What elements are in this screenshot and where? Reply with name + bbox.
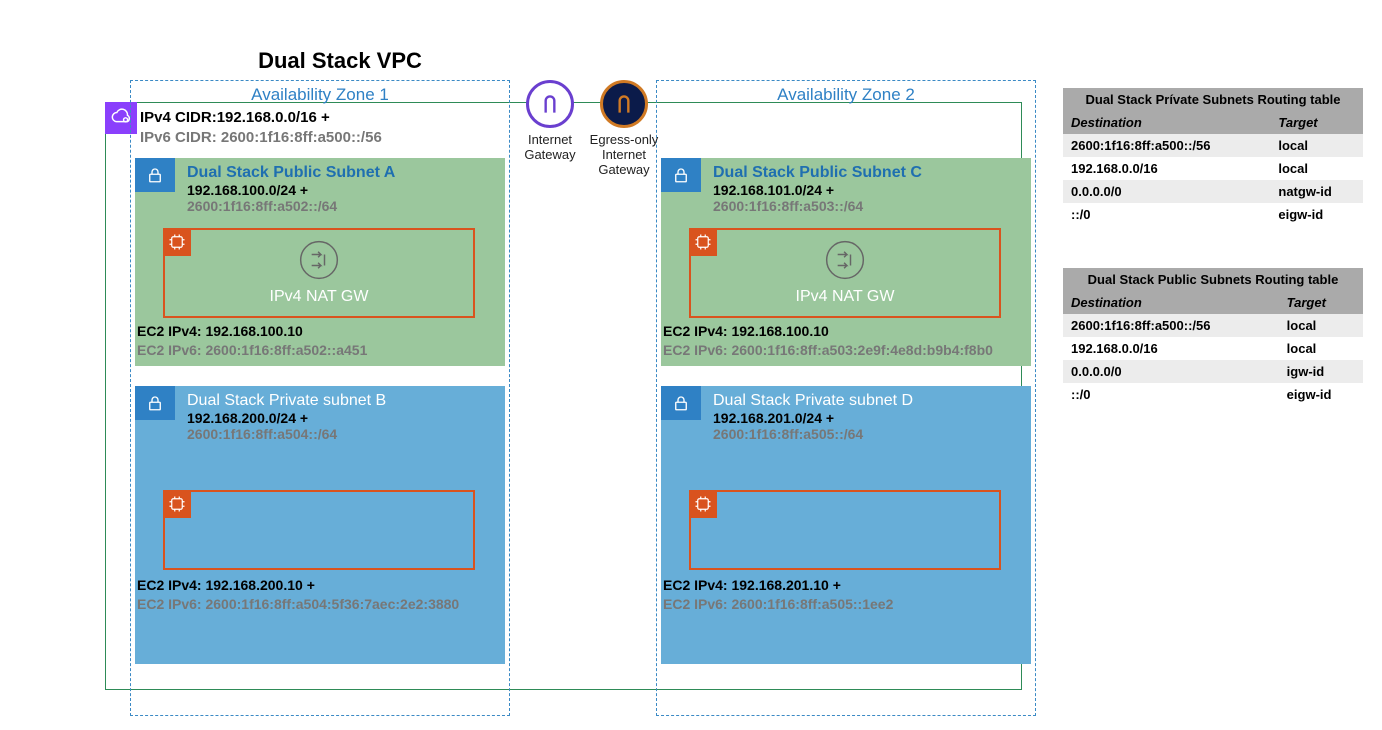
ec2-d-v4: 192.168.201.10 +: [731, 577, 840, 593]
rt-private-col-target: Target: [1270, 111, 1363, 134]
rt-cell: eigw-id: [1270, 203, 1363, 226]
ec2-c-v4-label: EC2 IPv4:: [663, 323, 731, 339]
subnet-b-v6: 2600:1f16:8ff:a504::/64: [187, 426, 386, 442]
igw-icon: [526, 80, 574, 128]
diagram-title: Dual Stack VPC: [0, 48, 680, 74]
rt-cell: 2600:1f16:8ff:a500::/56: [1063, 134, 1270, 157]
subnet-lock-icon: [135, 158, 175, 192]
rt-cell: 0.0.0.0/0: [1063, 360, 1279, 383]
subnet-a-v6: 2600:1f16:8ff:a502::/64: [187, 198, 395, 214]
nat-gw-c-label: IPv4 NAT GW: [691, 288, 999, 306]
subnet-c-v6: 2600:1f16:8ff:a503::/64: [713, 198, 922, 214]
subnet-b-ec2-info: EC2 IPv4: 192.168.200.10 + EC2 IPv6: 260…: [137, 576, 459, 614]
subnet-a-v4: 192.168.100.0/24 +: [187, 182, 395, 198]
eigw-icon: [600, 80, 648, 128]
ec2-chip-icon: [163, 228, 191, 256]
subnet-a-header: Dual Stack Public Subnet A 192.168.100.0…: [187, 164, 395, 214]
rt-cell: ::/0: [1063, 203, 1270, 226]
ec2-d-v4-label: EC2 IPv4:: [663, 577, 731, 593]
rt-private-col-dest: Destination: [1063, 111, 1270, 134]
nat-gw-a-label: IPv4 NAT GW: [165, 288, 473, 306]
rt-public-col-target: Target: [1279, 291, 1363, 314]
ec2-c-v4: 192.168.100.10: [731, 323, 828, 339]
ec2-chip-icon: [689, 490, 717, 518]
subnet-d-header: Dual Stack Private subnet D 192.168.201.…: [713, 392, 913, 442]
rt-cell: natgw-id: [1270, 180, 1363, 203]
subnet-a-name: Dual Stack Public Subnet A: [187, 164, 395, 182]
rt-cell: ::/0: [1063, 383, 1279, 406]
nat-gateway-icon: [297, 238, 341, 282]
subnet-lock-icon: [661, 158, 701, 192]
table-row: 2600:1f16:8ff:a500::/56local: [1063, 314, 1363, 337]
internet-gateway: Internet Gateway: [516, 80, 584, 162]
subnet-c-v4: 192.168.101.0/24 +: [713, 182, 922, 198]
rt-cell: local: [1270, 157, 1363, 180]
rt-cell: 2600:1f16:8ff:a500::/56: [1063, 314, 1279, 337]
private-subnet-d: Dual Stack Private subnet D 192.168.201.…: [661, 386, 1031, 664]
ec2-b-v6-label: EC2 IPv6:: [137, 596, 205, 612]
az1-label: Availability Zone 1: [131, 79, 509, 105]
subnet-b-header: Dual Stack Private subnet B 192.168.200.…: [187, 392, 386, 442]
eigw-label-3: Gateway: [585, 162, 663, 177]
subnet-a-ec2-info: EC2 IPv4: 192.168.100.10 EC2 IPv6: 2600:…: [137, 322, 367, 360]
subnet-c-ec2-info: EC2 IPv4: 192.168.100.10 EC2 IPv6: 2600:…: [663, 322, 993, 360]
ec2-a-v6-label: EC2 IPv6:: [137, 342, 205, 358]
az2-label: Availability Zone 2: [657, 79, 1035, 105]
subnet-b-name: Dual Stack Private subnet B: [187, 392, 386, 410]
private-subnet-b: Dual Stack Private subnet B 192.168.200.…: [135, 386, 505, 664]
rt-cell: eigw-id: [1279, 383, 1363, 406]
igw-label: Internet Gateway: [516, 132, 584, 162]
nat-gw-a-box: IPv4 NAT GW: [163, 228, 475, 318]
ec2-c-v6-label: EC2 IPv6:: [663, 342, 731, 358]
egress-only-internet-gateway: Egress-only Internet Gateway: [585, 80, 663, 177]
eigw-label-1: Egress-only: [585, 132, 663, 147]
table-row: ::/0eigw-id: [1063, 203, 1363, 226]
rt-cell: igw-id: [1279, 360, 1363, 383]
ec2-a-v4-label: EC2 IPv4:: [137, 323, 205, 339]
rt-cell: 0.0.0.0/0: [1063, 180, 1270, 203]
subnet-c-header: Dual Stack Public Subnet C 192.168.101.0…: [713, 164, 922, 214]
ec2-chip-icon: [689, 228, 717, 256]
rt-cell: 192.168.0.0/16: [1063, 337, 1279, 360]
table-row: 2600:1f16:8ff:a500::/56local: [1063, 134, 1363, 157]
nat-gateway-icon: [823, 238, 867, 282]
private-routing-table: Dual Stack Prívate Subnets Routing table…: [1063, 88, 1363, 226]
nat-gw-c-box: IPv4 NAT GW: [689, 228, 1001, 318]
ec2-a-v6: 2600:1f16:8ff:a502::a451: [205, 342, 367, 358]
eigw-label-2: Internet: [585, 147, 663, 162]
ec2-b-v4-label: EC2 IPv4:: [137, 577, 205, 593]
ec2-a-v4: 192.168.100.10: [205, 323, 302, 339]
ec2-d-box: [689, 490, 1001, 570]
public-subnet-a: Dual Stack Public Subnet A 192.168.100.0…: [135, 158, 505, 366]
rt-cell: 192.168.0.0/16: [1063, 157, 1270, 180]
ec2-d-v6: 2600:1f16:8ff:a505::1ee2: [731, 596, 893, 612]
subnet-c-name: Dual Stack Public Subnet C: [713, 164, 922, 182]
table-row: ::/0eigw-id: [1063, 383, 1363, 406]
subnet-d-v6: 2600:1f16:8ff:a505::/64: [713, 426, 913, 442]
public-routing-table: Dual Stack Public Subnets Routing table …: [1063, 268, 1363, 406]
table-row: 0.0.0.0/0igw-id: [1063, 360, 1363, 383]
table-row: 0.0.0.0/0natgw-id: [1063, 180, 1363, 203]
subnet-d-name: Dual Stack Private subnet D: [713, 392, 913, 410]
table-row: 192.168.0.0/16local: [1063, 157, 1363, 180]
table-row: 192.168.0.0/16local: [1063, 337, 1363, 360]
rt-public-title: Dual Stack Public Subnets Routing table: [1063, 268, 1363, 291]
ec2-chip-icon: [163, 490, 191, 518]
rt-cell: local: [1279, 337, 1363, 360]
public-subnet-c: Dual Stack Public Subnet C 192.168.101.0…: [661, 158, 1031, 366]
subnet-b-v4: 192.168.200.0/24 +: [187, 410, 386, 426]
ec2-c-v6: 2600:1f16:8ff:a503:2e9f:4e8d:b9b4:f8b0: [731, 342, 992, 358]
rt-public-col-dest: Destination: [1063, 291, 1279, 314]
ec2-b-v4: 192.168.200.10 +: [205, 577, 314, 593]
rt-cell: local: [1270, 134, 1363, 157]
ec2-d-v6-label: EC2 IPv6:: [663, 596, 731, 612]
subnet-d-v4: 192.168.201.0/24 +: [713, 410, 913, 426]
ec2-b-v6: 2600:1f16:8ff:a504:5f36:7aec:2e2:3880: [205, 596, 459, 612]
ec2-b-box: [163, 490, 475, 570]
subnet-lock-icon: [661, 386, 701, 420]
subnet-lock-icon: [135, 386, 175, 420]
subnet-d-ec2-info: EC2 IPv4: 192.168.201.10 + EC2 IPv6: 260…: [663, 576, 893, 614]
rt-private-title: Dual Stack Prívate Subnets Routing table: [1063, 88, 1363, 111]
rt-cell: local: [1279, 314, 1363, 337]
